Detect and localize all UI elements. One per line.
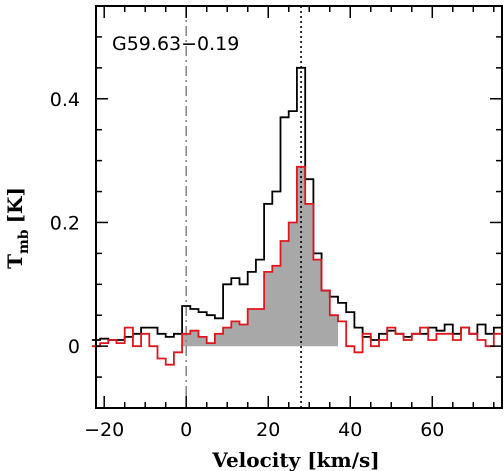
x-tick-label: 40 (338, 419, 362, 441)
plot-frame (95, 5, 503, 409)
y-tick-label: 0.4 (50, 89, 80, 111)
x-tick-label: 20 (256, 419, 280, 441)
y-axis-label-unit: [K] (3, 187, 27, 223)
x-axis-label: Velocity [km/s] (211, 448, 379, 471)
y-axis-label-sub: mb (16, 229, 32, 254)
emission-fill-layer (182, 166, 338, 347)
x-tick-label: 60 (420, 419, 444, 441)
series-1-line (91, 165, 502, 366)
x-tick-label: 0 (180, 419, 192, 441)
x-tick-label: −20 (84, 419, 124, 441)
source-annotation: G59.63−0.19 (112, 33, 239, 55)
y-tick-label: 0.2 (50, 212, 80, 234)
y-axis-label-main: T (3, 254, 27, 269)
y-axis-label: Tmb [K] (3, 187, 32, 269)
svg-text:Tmb[K]: Tmb [K] (3, 187, 32, 269)
y-tick-label: 0 (68, 336, 80, 358)
series-1-fill (182, 166, 338, 347)
series-0-line (91, 66, 502, 341)
series-layer (91, 66, 502, 366)
reference-lines (185, 6, 302, 408)
